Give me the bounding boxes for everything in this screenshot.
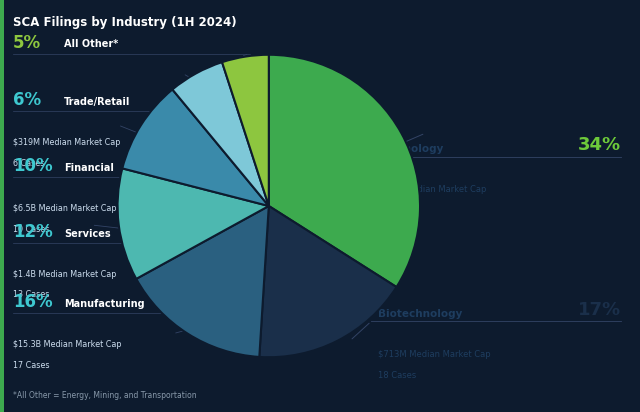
Wedge shape bbox=[122, 89, 269, 206]
Text: 12%: 12% bbox=[13, 223, 52, 241]
Text: 6%: 6% bbox=[13, 91, 41, 109]
Text: Technology: Technology bbox=[378, 145, 444, 154]
Text: 10 Cases: 10 Cases bbox=[13, 225, 49, 234]
Wedge shape bbox=[222, 55, 269, 206]
Wedge shape bbox=[259, 206, 397, 357]
FancyBboxPatch shape bbox=[0, 0, 4, 412]
Text: All Other*: All Other* bbox=[64, 40, 118, 49]
Text: 10%: 10% bbox=[13, 157, 52, 175]
Text: $319M Median Market Cap: $319M Median Market Cap bbox=[13, 138, 120, 147]
Text: 35 Cases: 35 Cases bbox=[378, 206, 416, 215]
Text: $2.5B Median Market Cap: $2.5B Median Market Cap bbox=[378, 185, 486, 194]
Text: *All Other = Energy, Mining, and Transportation: *All Other = Energy, Mining, and Transpo… bbox=[13, 391, 196, 400]
Text: $15.3B Median Market Cap: $15.3B Median Market Cap bbox=[13, 340, 122, 349]
Wedge shape bbox=[136, 206, 269, 357]
Text: Financial: Financial bbox=[64, 163, 114, 173]
Text: SCA Filings by Industry (1H 2024): SCA Filings by Industry (1H 2024) bbox=[13, 16, 236, 30]
Text: 18 Cases: 18 Cases bbox=[378, 371, 416, 380]
Text: 17 Cases: 17 Cases bbox=[13, 360, 49, 370]
Text: 6%: 6% bbox=[243, 94, 255, 103]
Text: Services: Services bbox=[64, 229, 111, 239]
Text: 17%: 17% bbox=[578, 301, 621, 319]
Text: $6.5B Median Market Cap: $6.5B Median Market Cap bbox=[13, 204, 116, 213]
Wedge shape bbox=[118, 169, 269, 279]
Text: 6 Cases: 6 Cases bbox=[13, 159, 44, 168]
Text: 9%: 9% bbox=[201, 106, 212, 115]
Wedge shape bbox=[172, 62, 269, 206]
Text: Trade/Retail: Trade/Retail bbox=[64, 97, 131, 107]
Text: $713M Median Market Cap: $713M Median Market Cap bbox=[378, 350, 490, 359]
Text: 16%: 16% bbox=[13, 293, 52, 311]
Text: 5%: 5% bbox=[13, 33, 41, 52]
Text: 13 Cases: 13 Cases bbox=[13, 290, 49, 300]
Text: Biotechnology: Biotechnology bbox=[378, 309, 462, 319]
Text: Manufacturing: Manufacturing bbox=[64, 299, 145, 309]
Wedge shape bbox=[269, 55, 420, 287]
Text: 34%: 34% bbox=[578, 136, 621, 154]
Text: $1.4B Median Market Cap: $1.4B Median Market Cap bbox=[13, 270, 116, 279]
